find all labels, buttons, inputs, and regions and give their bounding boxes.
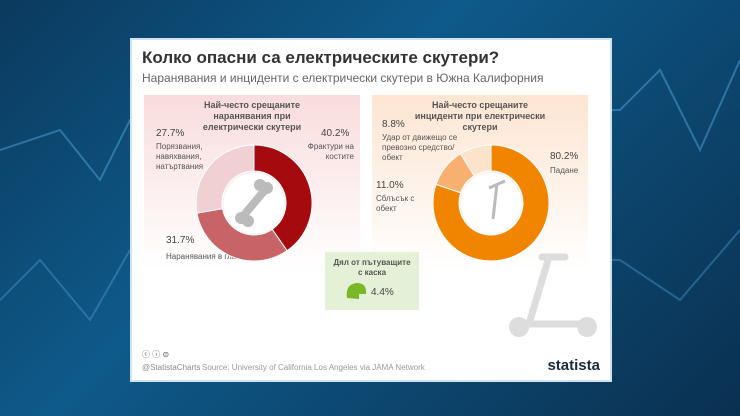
handle-text: @StatistaCharts — [142, 363, 201, 372]
infographic-card: Колко опасни са електрическите скутери? … — [130, 38, 612, 382]
label-fall: Падане — [550, 166, 579, 175]
helmet-box: Дял от пътуващите с каска 4.4% — [325, 252, 419, 310]
pct-collision: 11.0% — [376, 180, 404, 191]
label-cuts: Порязвания, навяхвания, натъртвания — [156, 142, 204, 171]
scooter-crash-glyph — [488, 179, 506, 220]
label-collision: Сблъсък с обект — [376, 194, 415, 213]
helmet-label: Дял от пътуващите с каска — [333, 258, 411, 277]
bone-glyph — [235, 179, 273, 227]
donut-slice — [253, 144, 313, 252]
injuries-donut — [195, 144, 313, 262]
scooter-icon — [509, 253, 597, 337]
statista-logo[interactable]: statista — [547, 357, 600, 374]
label-head: Наранявания в главата — [166, 252, 253, 261]
injuries-title: Най-често срещаните наранявания при елек… — [202, 100, 302, 132]
incidents-panel: Най-често срещаните инциденти при електр… — [372, 95, 588, 270]
label-fractures: Фрактури на костите — [307, 142, 354, 161]
helmet-icon — [346, 283, 367, 299]
pct-vehicle: 8.8% — [382, 119, 405, 130]
injuries-panel: Най-често срещаните наранявания при елек… — [144, 95, 360, 270]
donut-slice — [459, 144, 492, 177]
pct-fall: 80.2% — [550, 151, 579, 162]
incidents-donut — [432, 144, 550, 262]
donut-slice — [432, 144, 550, 262]
pct-fractures: 40.2% — [321, 128, 350, 139]
donut-slice — [196, 208, 288, 262]
license-icons: ⓒ ⓘ ⊜ — [142, 350, 170, 359]
incidents-title: Най-често срещаните инциденти при електр… — [414, 100, 546, 132]
statista-handle: ⓒ ⓘ ⊜ @StatistaCharts — [142, 349, 200, 372]
scooter-crash-icon — [461, 173, 521, 233]
pct-cuts: 27.7% — [156, 128, 185, 139]
source: Source: University of California Los Ang… — [202, 363, 425, 372]
pct-head: 31.7% — [166, 235, 195, 246]
helmet-pct: 4.4% — [371, 287, 394, 298]
donut-slice — [195, 144, 255, 214]
subtitle: Наранявания и инциденти с електрически с… — [142, 71, 544, 85]
label-vehicle: Удар от движещо се превозно средство/обе… — [382, 133, 458, 162]
title: Колко опасни са електрическите скутери? — [142, 48, 500, 67]
